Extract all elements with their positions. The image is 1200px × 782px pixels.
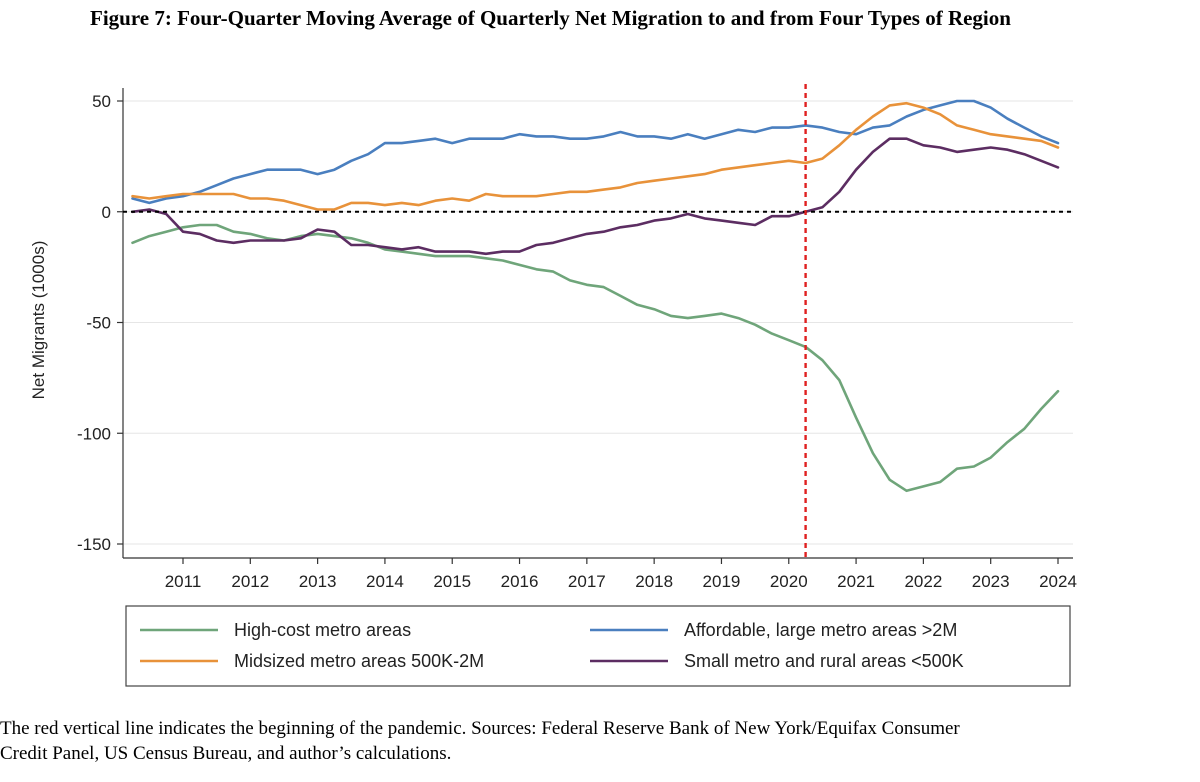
legend-label-2: Affordable, large metro areas >2M (684, 620, 957, 640)
caption-line-1: The red vertical line indicates the begi… (0, 718, 960, 739)
series-line-3 (131, 101, 1060, 211)
y-tick-label: -100 (77, 424, 111, 443)
legend-label-1: High-cost metro areas (234, 620, 411, 640)
caption-line-2: Credit Panel, US Census Bureau, and auth… (0, 743, 452, 764)
y-axis-label: Net Migrants (1000s) (29, 241, 48, 400)
x-tick-label: 2024 (1039, 572, 1077, 591)
series-line-1 (131, 223, 1060, 493)
figure-title: Figure 7: Four-Quarter Moving Average of… (90, 6, 1011, 30)
y-tick-label: 50 (92, 92, 111, 111)
x-tick-label: 2013 (299, 572, 337, 591)
x-tick-label: 2016 (501, 572, 539, 591)
y-axis-ticks: 50 0 -50 -100 -150 (77, 92, 123, 554)
x-tick-label: 2017 (568, 572, 606, 591)
x-tick-label: 2015 (433, 572, 471, 591)
legend: High-cost metro areas Affordable, large m… (125, 605, 1071, 687)
x-tick-label: 2012 (231, 572, 269, 591)
y-tick-label: 0 (102, 203, 111, 222)
reference-lines (123, 84, 1073, 558)
x-tick-label: 2014 (366, 572, 404, 591)
x-tick-label: 2020 (770, 572, 808, 591)
x-tick-label: 2021 (837, 572, 875, 591)
series-line-2 (131, 99, 1060, 205)
line-chart: 500-50-100-150 2011 2012 2013 2014 2015 2016 2… (29, 84, 1077, 687)
x-tick-label: 2022 (904, 572, 942, 591)
x-tick-label: 2019 (703, 572, 741, 591)
series-line-4 (131, 137, 1060, 256)
y-tick-label: -50 (86, 314, 111, 333)
legend-box (125, 605, 1071, 687)
x-tick-label: 2023 (972, 572, 1010, 591)
x-tick-label: 2018 (635, 572, 673, 591)
figure-caption: The red vertical line indicates the begi… (0, 716, 1195, 766)
x-tick-label: 2011 (165, 572, 202, 591)
legend-label-4: Small metro and rural areas <500K (684, 651, 964, 671)
y-tick-label: -150 (77, 535, 111, 554)
legend-label-3: Midsized metro areas 500K-2M (234, 651, 484, 671)
gridlines (123, 100, 1073, 545)
x-axis-ticks: 2011 2012 2013 2014 2015 2016 2017 2018 2019 2020… (165, 558, 1077, 591)
series-lines (131, 99, 1060, 493)
